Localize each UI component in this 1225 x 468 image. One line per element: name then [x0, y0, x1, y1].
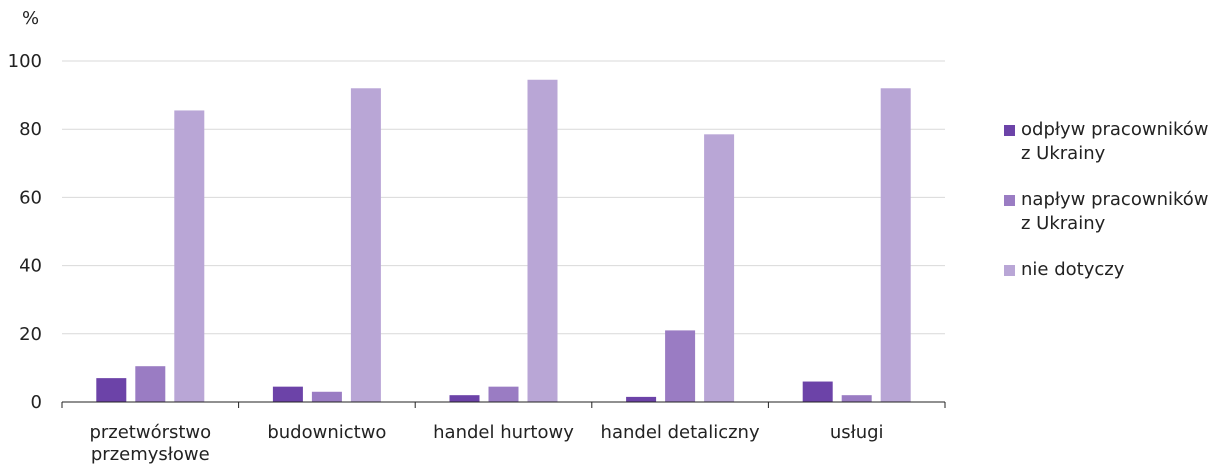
y-tick-label: 80 [19, 119, 42, 140]
bar [802, 381, 833, 402]
legend-swatch [1004, 195, 1015, 206]
legend-label: odpływ pracowników z Ukrainy [1021, 119, 1209, 164]
bar [272, 386, 303, 402]
legend-item: napływ pracowników z Ukrainy [1004, 188, 1224, 236]
bar [449, 395, 480, 402]
x-tick-label: budownictwo [267, 422, 386, 443]
legend-item: nie dotyczy [1004, 258, 1224, 282]
x-tick-label: usługi [830, 422, 884, 443]
y-tick-label: 0 [31, 392, 42, 413]
x-axis [61, 401, 946, 408]
x-tick-label: przetwórstwo przemysłowe [89, 422, 211, 464]
bar [704, 134, 735, 402]
bar [626, 396, 657, 402]
bar [665, 330, 696, 402]
bar [135, 366, 166, 402]
y-axis-ticks: 0 20 40 60 80 100 [8, 51, 42, 413]
legend-label: nie dotyczy [1021, 259, 1125, 280]
bar [488, 386, 519, 402]
legend-swatch [1004, 265, 1015, 276]
bar [96, 378, 127, 402]
bar [350, 88, 381, 402]
legend-label: napływ pracowników z Ukrainy [1021, 189, 1209, 234]
y-tick-label: 20 [19, 324, 42, 345]
bars [96, 79, 911, 402]
bar [880, 88, 911, 402]
legend: odpływ pracowników z Ukrainy napływ praco… [1004, 118, 1224, 304]
bar [311, 391, 342, 402]
bar [527, 79, 558, 402]
y-tick-label: 40 [19, 256, 42, 277]
bar [174, 110, 205, 402]
y-tick-label: 60 [19, 187, 42, 208]
y-axis-label: % [22, 8, 39, 29]
x-axis-labels: przetwórstwo przemysłowe budownictwo handel… [89, 422, 884, 465]
y-tick-label: 100 [8, 51, 42, 72]
x-tick-label: handel hurtowy [433, 422, 574, 443]
legend-item: odpływ pracowników z Ukrainy [1004, 118, 1224, 166]
x-tick-label: handel detaliczny [601, 422, 760, 443]
bar [841, 395, 872, 402]
gridlines [62, 60, 945, 335]
legend-swatch [1004, 125, 1015, 136]
